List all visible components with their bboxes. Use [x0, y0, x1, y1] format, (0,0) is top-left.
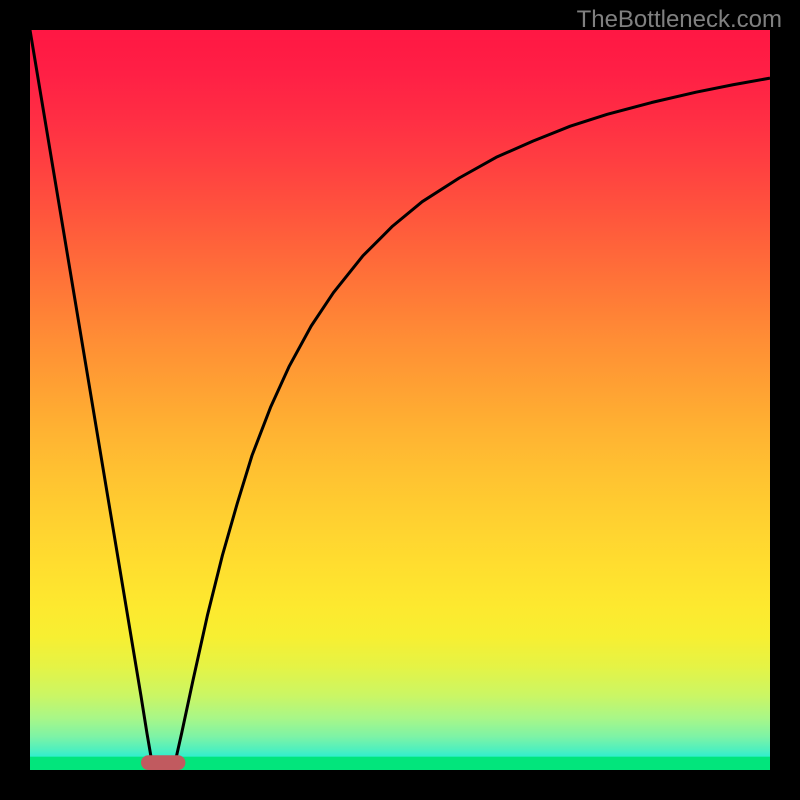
watermark-text: TheBottleneck.com	[577, 6, 782, 34]
plot-background	[30, 30, 770, 770]
chart-root: TheBottleneck.com	[0, 0, 800, 800]
bottleneck-marker	[141, 755, 185, 770]
bottleneck-chart-svg	[0, 0, 800, 800]
bottom-strip	[30, 757, 770, 770]
